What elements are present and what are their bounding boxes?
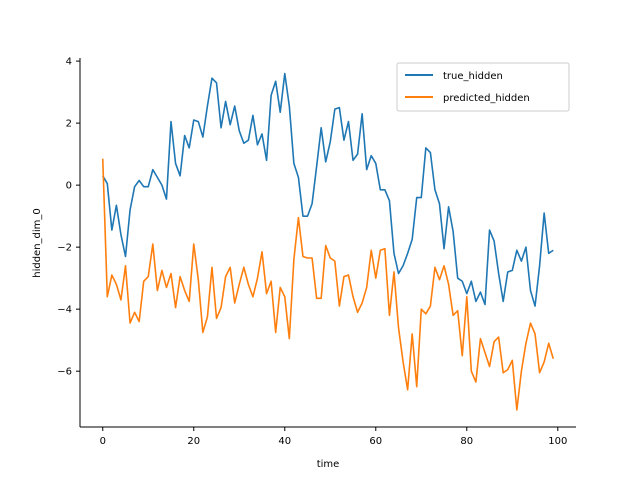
x-tick-label: 80 [460,436,473,447]
y-tick-label: 4 [66,57,72,68]
legend-frame [396,62,570,112]
y-axis-title: hidden_dim_0 [32,208,43,278]
y-tick-label: −2 [57,243,72,254]
x-axis-title: time [317,459,340,470]
y-tick-label: 0 [66,181,72,192]
x-tick-label: 0 [100,436,106,447]
series-line-predicted-hidden [101,158,555,411]
series-line-true-hidden [102,72,554,307]
legend-label-predicted-hidden: predicted_hidden [443,93,530,104]
x-tick-label: 60 [369,436,382,447]
y-tick-label: −6 [57,367,72,378]
x-axis-ticks: 0 20 40 60 80 100 [100,427,567,447]
plot-lines [101,72,555,411]
legend-label-true-hidden: true_hidden [443,71,503,82]
x-tick-label: 100 [548,436,567,447]
x-tick-label: 20 [187,436,200,447]
x-tick-label: 40 [278,436,291,447]
y-tick-label: −4 [57,305,72,316]
legend: true_hidden predicted_hidden [396,62,570,112]
y-tick-label: 2 [66,119,72,130]
y-axis-ticks: 4 2 0 −2 −4 −6 [57,57,80,378]
